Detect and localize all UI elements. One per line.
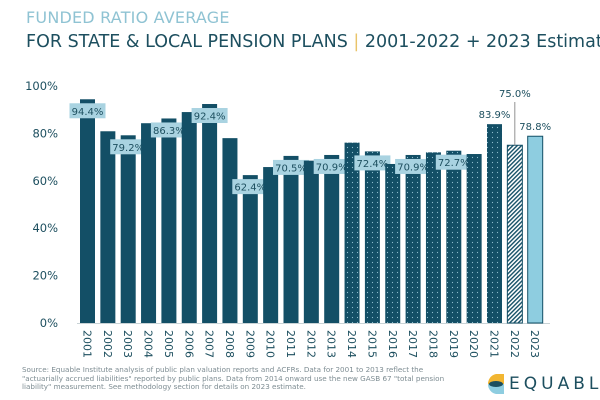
subtitle-main: FOR STATE & LOCAL PENSION PLANS [26,32,348,52]
bar-2020 [466,154,482,323]
x-tick-label: 2008 [223,330,236,358]
x-tick-label: 2007 [203,330,216,358]
x-tick-label: 2011 [284,330,297,358]
x-tick-label: 2022 [508,330,521,358]
bar-2002 [100,131,116,323]
data-label: 70.5% [275,163,307,174]
subtitle-separator: | [353,32,360,52]
y-tick-label: 60% [32,174,58,188]
bar-2004 [141,123,157,323]
bar-2016 [385,163,401,323]
data-label: 94.4% [72,107,104,118]
data-label-box [435,154,472,170]
bar-2017 [405,154,421,323]
data-label: 92.4% [194,112,226,123]
data-label: 86.3% [153,126,185,137]
data-label: 72.7% [438,158,470,169]
chart-title: FUNDED RATIO AVERAGE [26,8,230,27]
x-tick-label: 2005 [162,330,175,358]
data-label-box [313,158,350,174]
data-label-box [354,155,391,171]
y-tick-label: 40% [32,221,58,235]
bar-2023 [527,135,544,324]
x-tick-label: 2010 [264,330,277,358]
data-label-box [273,159,309,175]
y-tick-label: 20% [32,269,58,283]
bar-2007 [202,104,218,324]
data-label: 72.4% [357,159,389,170]
x-tick-label: 2023 [528,330,541,358]
equable-logo: EQUABLE [487,373,600,395]
data-label: 70.9% [397,162,429,173]
data-label-box [232,179,269,195]
data-label: 83.9% [479,110,511,121]
bar-2008 [222,138,238,323]
bar-2005 [161,118,177,324]
x-tick-label: 2002 [101,330,114,358]
x-tick-label: 2016 [386,330,399,358]
bar-2015 [364,151,380,323]
x-tick-label: 2020 [467,330,480,358]
logo-mark-icon [487,374,504,394]
bar-2006 [181,112,197,323]
x-tick-label: 2015 [365,330,378,358]
x-tick-label: 2006 [182,330,195,358]
x-tick-label: 2019 [447,330,460,358]
data-label-box [395,158,432,174]
bar-2021 [487,124,502,323]
chart-subtitle: FOR STATE & LOCAL PENSION PLANS | 2001-2… [26,32,600,52]
data-label: 62.4% [234,183,266,194]
bar-2019 [446,150,462,323]
data-label: 70.9% [316,162,348,173]
logo-text: EQUABLE [509,374,600,394]
data-label-box [69,103,106,119]
bar-2013 [324,154,340,323]
y-tick-label: 0% [40,316,58,330]
x-tick-label: 2004 [142,330,155,358]
x-tick-label: 2014 [345,330,358,358]
x-tick-label: 2009 [243,330,256,358]
data-label: 79.2% [112,143,144,154]
data-label-box [150,122,187,138]
x-tick-label: 2003 [121,330,134,358]
x-tick-label: 2001 [81,330,94,358]
x-tick-label: 2021 [488,330,501,358]
data-label-box [110,139,147,155]
data-label: 78.8% [519,122,551,133]
source-note: Source: Equable Institute analysis of pu… [22,365,445,392]
y-tick-label: 100% [25,79,58,93]
bar-2011 [283,155,299,323]
x-tick-label: 2012 [304,330,317,358]
x-tick-label: 2013 [325,330,338,358]
bar-2012 [303,160,319,323]
data-label-box [191,108,228,124]
bar-2014 [344,142,360,323]
bar-2018 [425,152,441,323]
bar-2009 [242,175,258,323]
bar-2001 [80,99,95,323]
x-tick-label: 2017 [406,330,419,358]
bar-2010 [263,167,279,323]
y-tick-label: 80% [32,126,58,140]
subtitle-range: 2001-2022 + 2023 Estimate [364,32,600,52]
bar-2022 [506,144,523,324]
data-label: 75.0% [499,89,531,100]
x-tick-label: 2018 [426,330,439,358]
bar-2003 [120,135,136,323]
